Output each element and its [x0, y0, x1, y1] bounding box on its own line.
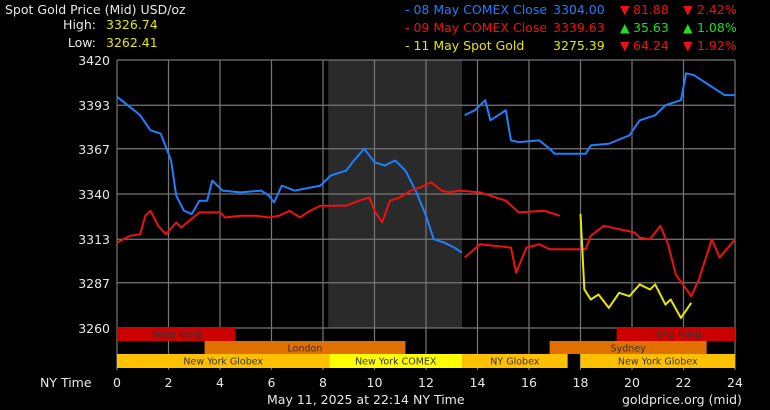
- x-tick-label: 18: [573, 375, 589, 390]
- pct-arrow-icon: ▲: [683, 20, 693, 35]
- legend-pct: 1.92%: [697, 38, 737, 53]
- pct-arrow-icon: ▼: [683, 2, 693, 17]
- legend-pct: 2.42%: [697, 2, 737, 17]
- x-tick-label: 2: [165, 375, 173, 390]
- session-bar: [549, 341, 707, 354]
- session-label: Hong Kong: [650, 330, 702, 341]
- legend-change: 64.24: [633, 38, 669, 53]
- legend-label: - 08 May COMEX Close: [405, 2, 548, 17]
- legend-value: 3304.00: [553, 2, 605, 17]
- session-label: New York COMEX: [355, 357, 437, 368]
- low-label: Low:: [67, 35, 96, 50]
- session-bar: [117, 327, 236, 341]
- x-tick-label: 16: [521, 375, 537, 390]
- change-arrow-icon: ▼: [620, 38, 630, 53]
- session-label: Hong Kong: [150, 330, 202, 341]
- x-tick-label: 10: [367, 375, 383, 390]
- x-tick-label: 6: [268, 375, 276, 390]
- session-label: Sydney: [611, 344, 647, 355]
- source-label: goldprice.org (mid): [622, 392, 742, 407]
- session-bar: [616, 327, 735, 341]
- x-tick-label: 24: [727, 375, 743, 390]
- x-axis-label: NY Time: [40, 375, 92, 390]
- legend-label: - 09 May COMEX Close: [405, 20, 548, 35]
- series-line: [463, 224, 736, 298]
- legend-label: - 11 May Spot Gold: [405, 38, 525, 53]
- x-tick-label: 4: [216, 375, 224, 390]
- legend-value: 3275.39: [553, 38, 605, 53]
- x-tick-label: 22: [676, 375, 692, 390]
- session-bar: [580, 354, 735, 368]
- session-bar: [462, 354, 568, 368]
- x-tick-label: 0: [113, 375, 121, 390]
- x-tick-label: 12: [418, 375, 434, 390]
- legend-change: 81.88: [633, 2, 669, 17]
- session-label: NY Globex: [490, 357, 539, 368]
- pct-arrow-icon: ▼: [683, 38, 693, 53]
- session-label: New York Globex: [183, 357, 263, 368]
- series-line: [464, 72, 735, 155]
- legend-change: 35.63: [633, 20, 669, 35]
- session-label: New York Globex: [618, 357, 698, 368]
- low-value: 3262.41: [106, 35, 158, 50]
- high-label: High:: [63, 17, 96, 32]
- chart-title: Spot Gold Price (Mid) USD/oz: [5, 2, 186, 17]
- session-bar: [329, 354, 463, 368]
- y-tick-label: 3393: [78, 98, 110, 113]
- change-arrow-icon: ▲: [620, 20, 630, 35]
- y-tick-label: 3287: [78, 276, 110, 291]
- y-tick-label: 3260: [78, 321, 110, 336]
- session-label: London: [288, 344, 323, 355]
- x-tick-label: 8: [319, 375, 327, 390]
- timestamp: May 11, 2025 at 22:14 NY Time: [267, 392, 465, 407]
- legend-value: 3339.63: [553, 20, 605, 35]
- change-arrow-icon: ▼: [620, 2, 630, 17]
- session-bar: [204, 341, 406, 354]
- series-line: [116, 181, 561, 244]
- y-tick-label: 3313: [78, 232, 110, 247]
- series-line: [579, 214, 693, 319]
- y-tick-label: 3420: [78, 53, 110, 68]
- y-tick-label: 3367: [78, 142, 110, 157]
- legend-pct: 1.08%: [697, 20, 737, 35]
- series-line: [116, 96, 463, 254]
- high-value: 3326.74: [106, 17, 158, 32]
- session-bar: [117, 354, 330, 368]
- x-tick-label: 14: [470, 375, 486, 390]
- x-tick-label: 20: [624, 375, 640, 390]
- y-tick-label: 3340: [78, 187, 110, 202]
